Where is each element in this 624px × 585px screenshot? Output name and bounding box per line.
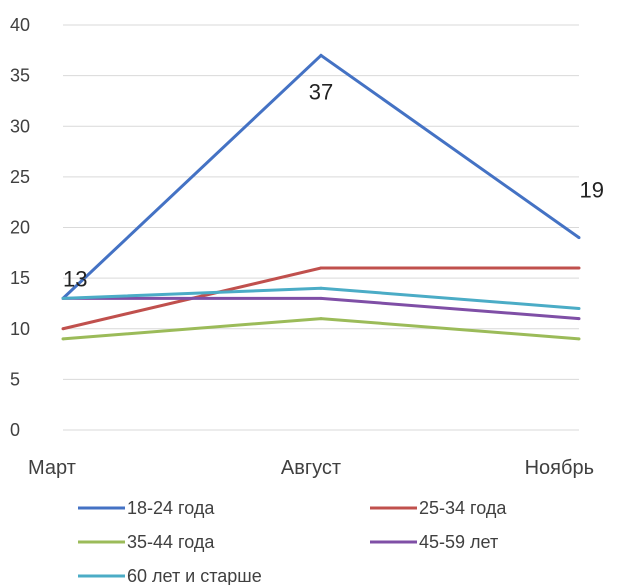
legend-label: 25-34 года	[419, 498, 507, 518]
data-point	[577, 317, 581, 321]
data-label: 13	[63, 266, 87, 291]
data-point	[319, 266, 323, 270]
y-tick-label: 30	[10, 116, 30, 136]
x-axis: Март Август Ноябрь	[28, 457, 594, 479]
x-tick-label: Март	[28, 457, 76, 479]
data-point	[577, 236, 581, 240]
data-labels: 13 37 19	[63, 79, 604, 291]
data-point	[319, 296, 323, 300]
legend-label: 60 лет и старше	[127, 566, 262, 585]
y-tick-label: 0	[10, 420, 20, 440]
data-point	[319, 286, 323, 290]
legend-label: 18-24 года	[127, 498, 215, 518]
data-label: 37	[309, 79, 333, 104]
data-point	[319, 317, 323, 321]
legend-label: 45-59 лет	[419, 532, 498, 552]
data-point	[61, 296, 65, 300]
data-point	[61, 337, 65, 341]
y-tick-label: 20	[10, 218, 30, 238]
gridlines	[63, 24, 579, 431]
y-tick-label: 25	[10, 167, 30, 187]
y-tick-label: 10	[10, 319, 30, 339]
x-tick-label: Август	[281, 457, 341, 479]
legend-label: 35-44 года	[127, 532, 215, 552]
y-tick-label: 15	[10, 268, 30, 288]
y-tick-label: 35	[10, 66, 30, 86]
legend: 18-24 года 25-34 года 35-44 года 45-59 лет 6…	[78, 498, 507, 585]
x-tick-label: Ноябрь	[525, 457, 594, 479]
data-point	[577, 337, 581, 341]
data-point	[319, 53, 323, 57]
data-point	[61, 327, 65, 331]
data-point	[577, 307, 581, 310]
y-tick-label: 5	[10, 369, 20, 389]
y-axis: 0 5 10 15 20 25 30 35 40	[10, 15, 30, 440]
data-label: 19	[580, 178, 604, 203]
series-lines	[61, 53, 581, 341]
y-tick-label: 40	[10, 15, 30, 35]
data-point	[577, 266, 581, 270]
